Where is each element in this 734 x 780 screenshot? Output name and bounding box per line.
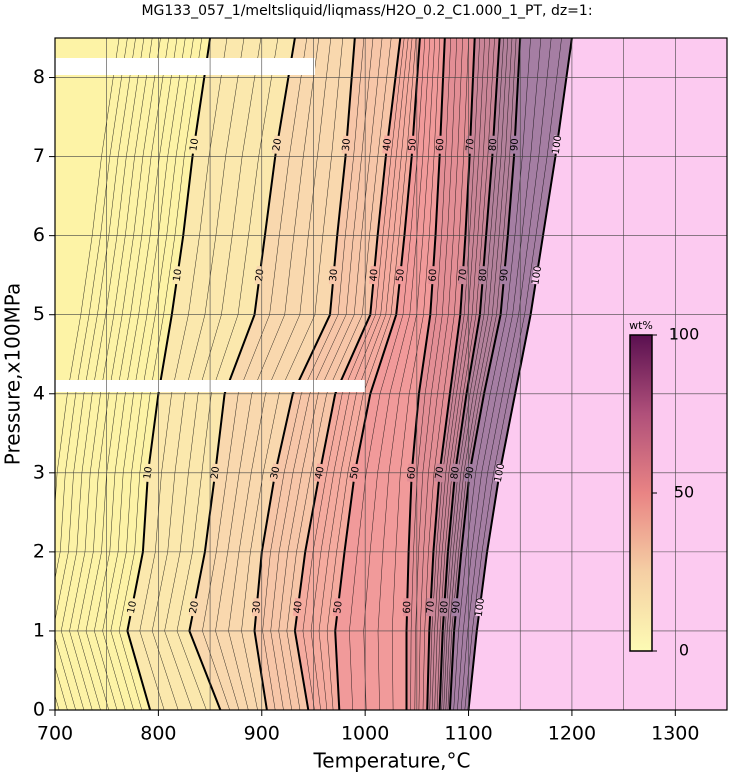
label-bg bbox=[428, 265, 438, 285]
label-bg bbox=[474, 597, 486, 617]
colorbar-tick-label: 50 bbox=[674, 483, 694, 502]
label-bg bbox=[451, 597, 462, 617]
y-tick-label: 3 bbox=[33, 461, 45, 483]
contour-label: 30 bbox=[328, 268, 340, 282]
label-bg bbox=[439, 597, 449, 617]
label-bg bbox=[499, 265, 510, 285]
y-tick-label: 4 bbox=[33, 382, 45, 404]
y-tick-label: 5 bbox=[33, 303, 45, 325]
plot-frame bbox=[54, 37, 728, 711]
contour-label: 20 bbox=[188, 600, 201, 615]
y-axis-label: Pressure,x100MPa bbox=[1, 283, 25, 465]
contour-label: 90 bbox=[499, 268, 511, 282]
contour-label: 50 bbox=[407, 138, 419, 151]
contour-label: 10 bbox=[172, 268, 185, 282]
contour-label: 50 bbox=[395, 268, 407, 282]
x-tick-label: 800 bbox=[140, 723, 176, 745]
y-tick-label: 0 bbox=[33, 699, 45, 721]
y-tick-label: 1 bbox=[33, 619, 45, 641]
x-tick-label: 1100 bbox=[444, 723, 492, 745]
colorbar-label: wt% bbox=[629, 319, 653, 332]
contour-label: 10 bbox=[126, 600, 139, 615]
colorbar-tick-label: 100 bbox=[669, 325, 700, 344]
label-bg bbox=[251, 597, 262, 617]
bands bbox=[55, 38, 727, 710]
y-tick-label: 6 bbox=[33, 224, 45, 246]
x-tick-label: 900 bbox=[244, 723, 280, 745]
label-bg bbox=[382, 135, 393, 155]
contour-label: 50 bbox=[332, 600, 344, 614]
contour-label: 80 bbox=[488, 138, 500, 151]
x-axis-label: Temperature,°C bbox=[312, 749, 470, 773]
contour-label: 100 bbox=[474, 597, 487, 617]
label-bg bbox=[369, 265, 379, 285]
x-tick-label: 1000 bbox=[341, 723, 389, 745]
label-bg bbox=[458, 265, 468, 285]
contour-label: 80 bbox=[439, 601, 451, 614]
label-bg bbox=[465, 135, 475, 154]
label-bg bbox=[488, 135, 498, 154]
label-bg bbox=[292, 597, 304, 617]
label-bg bbox=[172, 265, 183, 285]
mask-strip bbox=[55, 58, 315, 75]
contour-label: 80 bbox=[478, 268, 490, 282]
contour-label: 70 bbox=[457, 268, 469, 281]
band bbox=[468, 38, 727, 710]
contour-label: 70 bbox=[465, 138, 477, 151]
label-bg bbox=[531, 265, 543, 285]
y-tick-label: 2 bbox=[33, 540, 45, 562]
contour-label: 40 bbox=[382, 138, 394, 152]
contour-label: 20 bbox=[254, 268, 267, 282]
contour-label: 30 bbox=[341, 138, 353, 152]
contour-label: 70 bbox=[425, 601, 437, 614]
label-bg bbox=[328, 265, 339, 285]
label-bg bbox=[395, 265, 406, 285]
chart-title: MG133_057_1/meltsliquid/liqmass/H2O_0.2_… bbox=[141, 3, 592, 19]
contour-label: 100 bbox=[530, 265, 544, 286]
label-bg bbox=[254, 265, 265, 285]
label-bg bbox=[332, 597, 343, 617]
colorbar: wt% 0 50 100 bbox=[629, 319, 699, 660]
y-tick-label: 8 bbox=[33, 66, 45, 88]
label-bg bbox=[271, 135, 283, 155]
contour-label: 100 bbox=[551, 135, 565, 155]
contour-label: 20 bbox=[271, 138, 284, 152]
contour-label: 90 bbox=[451, 600, 463, 614]
label-bg bbox=[510, 135, 520, 154]
label-bg bbox=[188, 135, 200, 155]
label-bg bbox=[402, 598, 412, 617]
contour-label: 60 bbox=[402, 601, 413, 614]
x-tick-label: 1200 bbox=[548, 723, 596, 745]
contour-label: 90 bbox=[509, 138, 521, 151]
contour-label: 10 bbox=[188, 138, 201, 152]
contour-label: 60 bbox=[427, 268, 439, 281]
label-bg bbox=[188, 597, 200, 617]
label-bg bbox=[478, 265, 488, 285]
x-tick-label: 1300 bbox=[651, 723, 699, 745]
contour-label: 30 bbox=[251, 600, 263, 614]
label-bg bbox=[551, 135, 563, 155]
colorbar-scale bbox=[629, 334, 653, 652]
label-bg bbox=[126, 597, 138, 617]
y-tick-label: 7 bbox=[33, 145, 45, 167]
contour-label: 60 bbox=[435, 138, 447, 151]
label-bg bbox=[435, 135, 445, 154]
contour-label: 40 bbox=[292, 600, 305, 614]
x-tick-label: 700 bbox=[37, 723, 73, 745]
label-bg bbox=[341, 135, 352, 155]
contour-label: 40 bbox=[368, 268, 380, 282]
colorbar-tick-label: 0 bbox=[679, 641, 689, 660]
label-bg bbox=[426, 598, 435, 617]
label-bg bbox=[407, 135, 418, 154]
